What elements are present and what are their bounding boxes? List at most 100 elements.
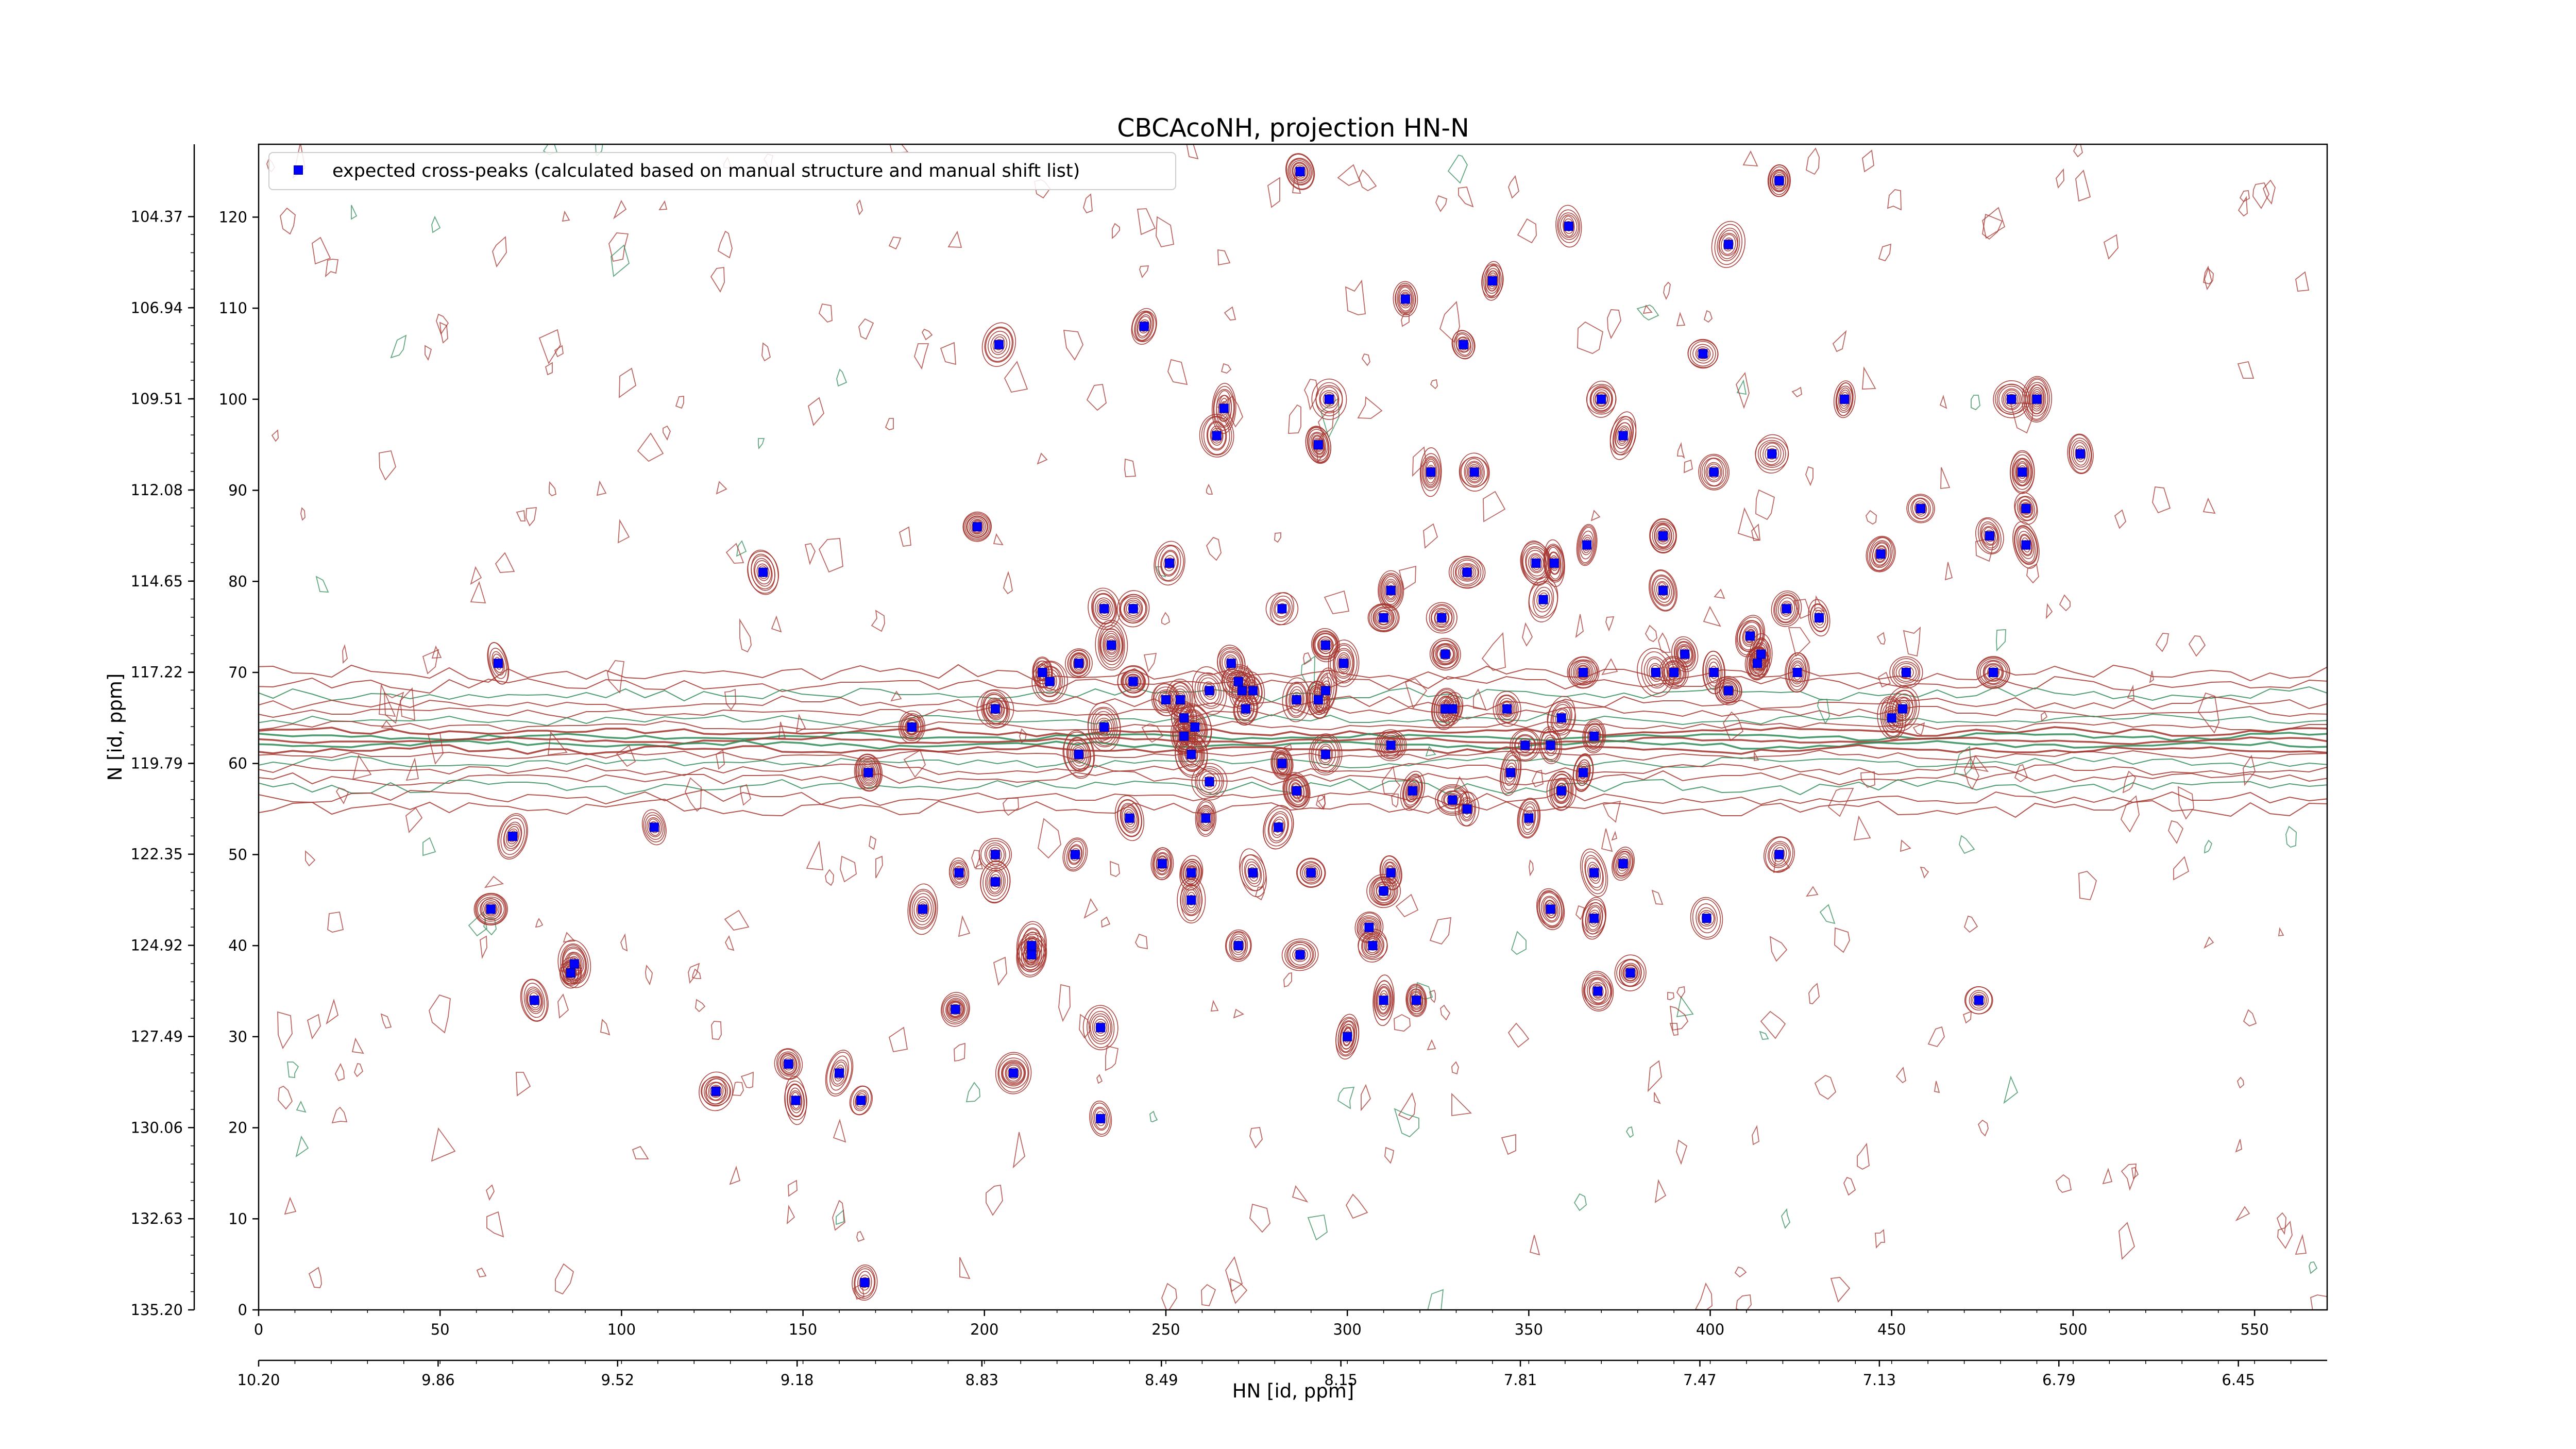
peak-contour [1127, 676, 1139, 687]
peak-contour [1616, 853, 1630, 874]
peak-contour [1697, 348, 1709, 360]
peak-contour [1518, 738, 1532, 753]
peak-contour [1199, 808, 1212, 828]
peak-contour [1460, 457, 1489, 487]
noise-contour [613, 199, 627, 220]
peak-contour [1005, 1063, 1022, 1083]
peak-contour [1362, 934, 1384, 957]
peak-contour [1287, 158, 1313, 186]
peak-contour [1576, 524, 1598, 566]
x-ppm-tick-label: 7.47 [1683, 1371, 1717, 1389]
peak-contour [1199, 677, 1220, 704]
noise-contour [1003, 798, 1019, 816]
peak-contour [968, 517, 986, 536]
noise-contour [1394, 1014, 1411, 1032]
noise-contour [619, 367, 637, 398]
peak-contour [832, 1062, 846, 1085]
peak-contour [900, 713, 924, 741]
peak-contour [1435, 644, 1456, 665]
peak-contour [1372, 877, 1395, 905]
peak-contour [1314, 669, 1337, 712]
peak-contour [1500, 752, 1521, 793]
peak-contour [1543, 734, 1558, 756]
noise-contour [1737, 507, 1760, 541]
noise-contour [1900, 839, 1911, 852]
noise-contour [1210, 1000, 1219, 1012]
peak-contour [1315, 740, 1336, 768]
peak-contour [1358, 931, 1388, 960]
peak-contour [1563, 218, 1574, 234]
noise-contour [986, 1184, 1003, 1216]
peak-contour [789, 1087, 803, 1114]
cross-peak-marker [1597, 394, 1606, 404]
noise-contour [1817, 698, 1830, 724]
peak-contour [1421, 456, 1440, 488]
peak-contour [1622, 964, 1639, 982]
peak-contour [1017, 934, 1046, 976]
peak-contour [1981, 526, 1998, 546]
noise-contour [1481, 632, 1506, 671]
peak-contour [1178, 736, 1204, 772]
cross-peak-marker [1107, 641, 1116, 650]
noise-contour [1124, 458, 1137, 477]
peak-contour [1372, 974, 1395, 1026]
x-ppm-tick-label: 8.83 [965, 1371, 999, 1389]
y-ppm-tick-label: 112.08 [131, 481, 183, 499]
noise-contour [2119, 1222, 2136, 1260]
cross-peak-marker [1745, 631, 1755, 641]
peak-contour [1095, 597, 1114, 620]
peak-contour [976, 689, 1014, 729]
peak-contour [1307, 427, 1330, 463]
peak-contour [1654, 578, 1672, 603]
noise-contour [632, 1145, 649, 1159]
peak-contour [2069, 437, 2092, 470]
noise-contour [1875, 1229, 1885, 1249]
peak-contour [1070, 742, 1088, 767]
cross-peak-marker [758, 567, 768, 577]
peak-contour [1702, 650, 1726, 695]
peak-contour [1521, 803, 1536, 833]
cross-peak-marker [1233, 677, 1243, 686]
noise-contour [278, 1085, 293, 1110]
noise-contour [825, 869, 834, 886]
peak-contour [1649, 569, 1677, 612]
peak-contour [1774, 174, 1785, 188]
cross-peak-marker [1364, 922, 1374, 932]
noise-contour [2056, 168, 2064, 189]
noise-contour [1607, 309, 1621, 340]
peak-contour [1294, 949, 1306, 961]
peak-contour [505, 826, 520, 847]
cross-peak-marker [1379, 613, 1388, 622]
noise-contour [431, 645, 442, 659]
cross-peak-marker [486, 904, 496, 914]
noise-contour [1425, 746, 1436, 757]
peak-contour [2006, 394, 2017, 405]
peak-contour [709, 1085, 722, 1098]
peak-contour [1090, 1102, 1111, 1135]
noise-contour [1156, 216, 1175, 248]
cross-peak-marker [1157, 859, 1167, 869]
peak-contour [1616, 425, 1630, 446]
peak-contour [1749, 633, 1773, 676]
peak-contour [1581, 534, 1593, 555]
peak-contour [904, 718, 920, 736]
peak-contour [990, 334, 1008, 355]
legend-box [268, 152, 1176, 190]
peak-contour [1201, 416, 1232, 456]
peak-contour [947, 1000, 964, 1019]
peak-contour [1584, 977, 1611, 1005]
peak-contour [898, 711, 925, 744]
peak-contour [1437, 787, 1468, 813]
peak-contour [917, 901, 928, 917]
noise-contour [2173, 856, 2190, 881]
cross-peak-marker [1205, 686, 1214, 696]
peak-contour [473, 892, 508, 926]
peak-contour [1540, 896, 1561, 923]
peak-contour [1570, 660, 1596, 685]
peak-contour [1064, 838, 1087, 870]
peak-contour [527, 990, 542, 1010]
peak-contour [1091, 708, 1118, 746]
peak-contour [1198, 806, 1213, 830]
peak-contour [1667, 664, 1681, 681]
noise-contour [2188, 635, 2206, 657]
